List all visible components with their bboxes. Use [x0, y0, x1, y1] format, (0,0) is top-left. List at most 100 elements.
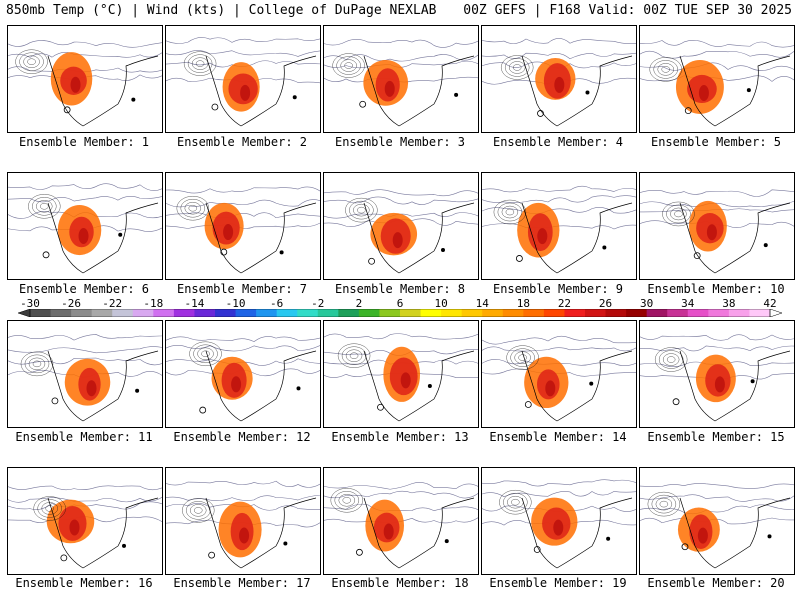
- colorbar-swatch: [50, 309, 72, 317]
- colorbar-left-arrow: [18, 309, 31, 317]
- colorbar-tick-label: -6: [270, 297, 284, 310]
- ensemble-panel-7: [165, 172, 321, 280]
- ensemble-member-label: Ensemble Member: 19: [489, 576, 627, 590]
- colorbar-tick-label: -30: [20, 297, 40, 310]
- ensemble-member-label: Ensemble Member: 18: [331, 576, 469, 590]
- ensemble-member-label: Ensemble Member: 11: [15, 430, 153, 444]
- colorbar-tick-label: -26: [61, 297, 82, 310]
- ensemble-member-label: Ensemble Member: 17: [173, 576, 311, 590]
- colorbar-tick-label: -18: [143, 297, 164, 310]
- ensemble-panel-4: [481, 25, 637, 133]
- colorbar-swatch: [585, 309, 607, 317]
- colorbar-swatch: [256, 309, 278, 317]
- colorbar-swatch: [215, 309, 237, 317]
- colorbar-tick-label: 14: [475, 297, 489, 310]
- colorbar-swatch: [708, 309, 730, 317]
- ensemble-panel-2: [165, 25, 321, 133]
- colorbar-tick-label: 26: [598, 297, 613, 310]
- ensemble-member-label: Ensemble Member: 16: [15, 576, 153, 590]
- chart-title: 850mb Temp (°C) | Wind (kts) | College o…: [6, 3, 437, 18]
- colorbar-swatch: [646, 309, 668, 317]
- colorbar-swatch: [461, 309, 483, 317]
- ensemble-panel-1: [7, 25, 163, 133]
- colorbar-swatch: [667, 309, 689, 317]
- colorbar-tick-label: -2: [311, 297, 325, 310]
- colorbar-swatch: [482, 309, 504, 317]
- colorbar-tick-label: -14: [184, 297, 205, 310]
- colorbar-swatch: [297, 309, 319, 317]
- ensemble-member-label: Ensemble Member: 9: [492, 282, 624, 296]
- colorbar-tick-label: 38: [722, 297, 736, 310]
- colorbar-swatch: [194, 309, 216, 317]
- run-valid-time: 00Z GEFS | F168 Valid: 00Z TUE SEP 30 20…: [463, 3, 792, 18]
- colorbar-swatch: [502, 309, 524, 317]
- colorbar-swatch: [276, 309, 298, 317]
- ensemble-member-label: Ensemble Member: 4: [492, 135, 624, 149]
- ensemble-panel-15: [639, 320, 795, 428]
- ensemble-member-label: Ensemble Member: 20: [647, 576, 785, 590]
- colorbar-swatch: [338, 309, 360, 317]
- colorbar-swatch: [687, 309, 709, 317]
- ensemble-member-label: Ensemble Member: 10: [647, 282, 785, 296]
- colorbar-swatch: [173, 309, 195, 317]
- colorbar-swatch: [728, 309, 750, 317]
- ensemble-panel-3: [323, 25, 479, 133]
- colorbar-swatch: [71, 309, 93, 317]
- ensemble-member-label: Ensemble Member: 7: [176, 282, 308, 296]
- ensemble-panel-13: [323, 320, 479, 428]
- colorbar-swatch: [564, 309, 586, 317]
- colorbar-swatch: [112, 309, 134, 317]
- ensemble-member-label: Ensemble Member: 2: [176, 135, 308, 149]
- colorbar-tick-label: 30: [640, 297, 654, 310]
- colorbar-swatch: [605, 309, 627, 317]
- colorbar-swatch: [523, 309, 545, 317]
- ensemble-panel-19: [481, 467, 637, 575]
- colorbar-tick-label: -10: [225, 297, 246, 310]
- ensemble-member-label: Ensemble Member: 8: [334, 282, 466, 296]
- colorbar-swatch: [153, 309, 175, 317]
- ensemble-panel-11: [7, 320, 163, 428]
- colorbar-swatch: [317, 309, 339, 317]
- colorbar-swatch: [91, 309, 113, 317]
- ensemble-panel-17: [165, 467, 321, 575]
- colorbar-tick-label: 10: [434, 297, 448, 310]
- ensemble-member-label: Ensemble Member: 12: [173, 430, 311, 444]
- colorbar-swatch: [30, 309, 52, 317]
- colorbar-swatch: [132, 309, 154, 317]
- temperature-colorbar: [18, 309, 782, 317]
- ensemble-panel-20: [639, 467, 795, 575]
- ensemble-panel-18: [323, 467, 479, 575]
- colorbar-tick-label: -22: [102, 297, 123, 310]
- colorbar-tick-label: 2: [355, 297, 363, 310]
- ensemble-panel-8: [323, 172, 479, 280]
- ensemble-member-label: Ensemble Member: 6: [18, 282, 150, 296]
- ensemble-member-label: Ensemble Member: 5: [650, 135, 782, 149]
- ensemble-member-label: Ensemble Member: 3: [334, 135, 466, 149]
- ensemble-panel-6: [7, 172, 163, 280]
- ensemble-panel-14: [481, 320, 637, 428]
- ensemble-member-label: Ensemble Member: 15: [647, 430, 785, 444]
- ensemble-panel-12: [165, 320, 321, 428]
- colorbar-swatch: [358, 309, 380, 317]
- ensemble-panel-5: [639, 25, 795, 133]
- colorbar-swatch: [626, 309, 648, 317]
- ensemble-panel-9: [481, 172, 637, 280]
- ensemble-member-label: Ensemble Member: 14: [489, 430, 627, 444]
- colorbar-tick-label: 42: [763, 297, 777, 310]
- colorbar-swatch: [749, 309, 771, 317]
- colorbar-swatch: [379, 309, 401, 317]
- colorbar-swatch: [441, 309, 463, 317]
- colorbar-right-arrow: [769, 309, 782, 317]
- ensemble-panel-16: [7, 467, 163, 575]
- colorbar-swatch: [235, 309, 257, 317]
- colorbar-swatch: [543, 309, 565, 317]
- ensemble-member-label: Ensemble Member: 1: [18, 135, 150, 149]
- ensemble-panel-10: [639, 172, 795, 280]
- colorbar-tick-label: 18: [516, 297, 530, 310]
- colorbar-tick-label: 34: [681, 297, 695, 310]
- colorbar-tick-label: 22: [557, 297, 572, 310]
- colorbar-tick-label: 6: [396, 297, 404, 310]
- colorbar-swatch: [400, 309, 422, 317]
- colorbar-swatch: [420, 309, 442, 317]
- ensemble-member-label: Ensemble Member: 13: [331, 430, 469, 444]
